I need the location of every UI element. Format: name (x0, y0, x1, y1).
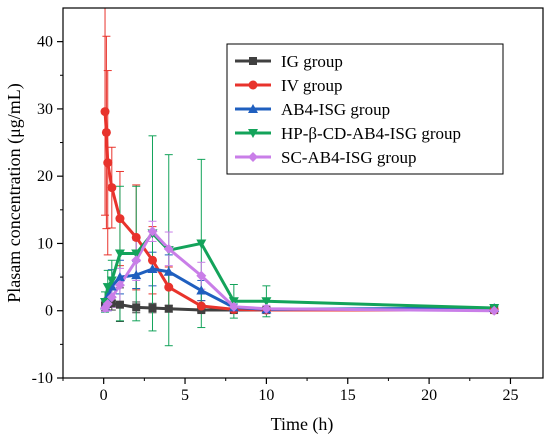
data-point-sc-ab4-isg-group (163, 243, 174, 254)
data-point-ab4-isg-group (147, 264, 158, 274)
y-tick-label: 20 (37, 168, 53, 185)
data-point-iv-group (100, 107, 110, 117)
legend-label-hp-cd-ab4-isg-group: HP-β-CD-AB4-ISG group (281, 124, 461, 143)
legend-label-iv-group: IV group (281, 76, 343, 95)
x-tick-label: 5 (181, 387, 189, 404)
data-point-iv-group (101, 127, 111, 137)
data-point-ig-group (148, 304, 157, 313)
plot-frame (62, 7, 544, 379)
y-tick-label: 30 (37, 101, 53, 118)
data-point-ab4-isg-group (114, 272, 125, 282)
legend: IG group IV group AB4-ISG group HP-β-CD-AB4… (226, 43, 504, 175)
legend-box (226, 43, 504, 175)
legend-label-sc-ab4-isg-group: SC-AB4-ISG group (281, 148, 417, 167)
data-point-sc-ab4-isg-group (147, 226, 158, 237)
data-point-iv-group (115, 214, 125, 224)
x-tick-label: 0 (100, 387, 108, 404)
data-point-hp-cd-ab4-isg-group (106, 276, 117, 286)
data-point-hp-cd-ab4-isg-group (261, 297, 272, 307)
data-point-ig-group (115, 300, 124, 309)
data-point-ab4-isg-group (163, 266, 174, 276)
data-point-sc-ab4-isg-group (489, 305, 500, 316)
series-markers (100, 107, 500, 316)
data-point-iv-group (147, 255, 157, 265)
legend-marker-iv-group (248, 80, 258, 90)
legend-marker-ig-group (249, 57, 257, 65)
legend-marker-sc-ab4-isg-group (248, 152, 258, 162)
data-point-sc-ab4-isg-group (196, 270, 207, 281)
y-tick-label: 10 (37, 235, 53, 252)
data-point-hp-cd-ab4-isg-group (114, 249, 125, 259)
legend-marker-ab4-isg-group (248, 104, 258, 113)
x-tick-label: 10 (258, 387, 274, 404)
data-point-ab4-isg-group (196, 285, 207, 295)
data-point-iv-group (103, 158, 113, 168)
data-point-sc-ab4-isg-group (106, 292, 117, 303)
data-point-sc-ab4-isg-group (114, 280, 125, 291)
x-tick-label: 20 (421, 387, 437, 404)
data-point-ig-group (164, 304, 173, 313)
data-point-sc-ab4-isg-group (261, 303, 272, 314)
data-point-ab4-isg-group (131, 270, 142, 280)
data-point-sc-ab4-isg-group (102, 299, 113, 309)
data-point-iv-group (164, 282, 174, 292)
x-tick-label: 15 (340, 387, 356, 404)
legend-label-ab4-isg-group: AB4-ISG group (281, 100, 390, 119)
legend-label-ig-group: IG group (281, 52, 343, 71)
data-point-ig-group (132, 303, 141, 312)
y-axis-label: Plasam concentration (μg/mL) (4, 83, 25, 303)
data-point-hp-cd-ab4-isg-group (196, 239, 207, 249)
axes: 0 5 10 15 20 25 -10 0 10 20 30 40 (32, 7, 544, 404)
legend-marker-hp-cd-ab4-isg-group (248, 129, 258, 138)
y-tick-label: -10 (32, 370, 53, 387)
x-axis-label: Time (h) (271, 414, 334, 435)
data-point-sc-ab4-isg-group (131, 255, 142, 266)
y-tick-label: 0 (45, 303, 53, 320)
x-tick-label: 25 (502, 387, 518, 404)
data-point-iv-group (131, 232, 141, 242)
data-point-iv-group (107, 183, 117, 193)
data-point-hp-cd-ab4-isg-group (102, 283, 113, 293)
data-point-iv-group (196, 301, 206, 311)
y-tick-label: 40 (37, 34, 53, 51)
data-point-sc-ab4-isg-group (228, 301, 239, 312)
data-point-hp-cd-ab4-isg-group (131, 249, 142, 259)
